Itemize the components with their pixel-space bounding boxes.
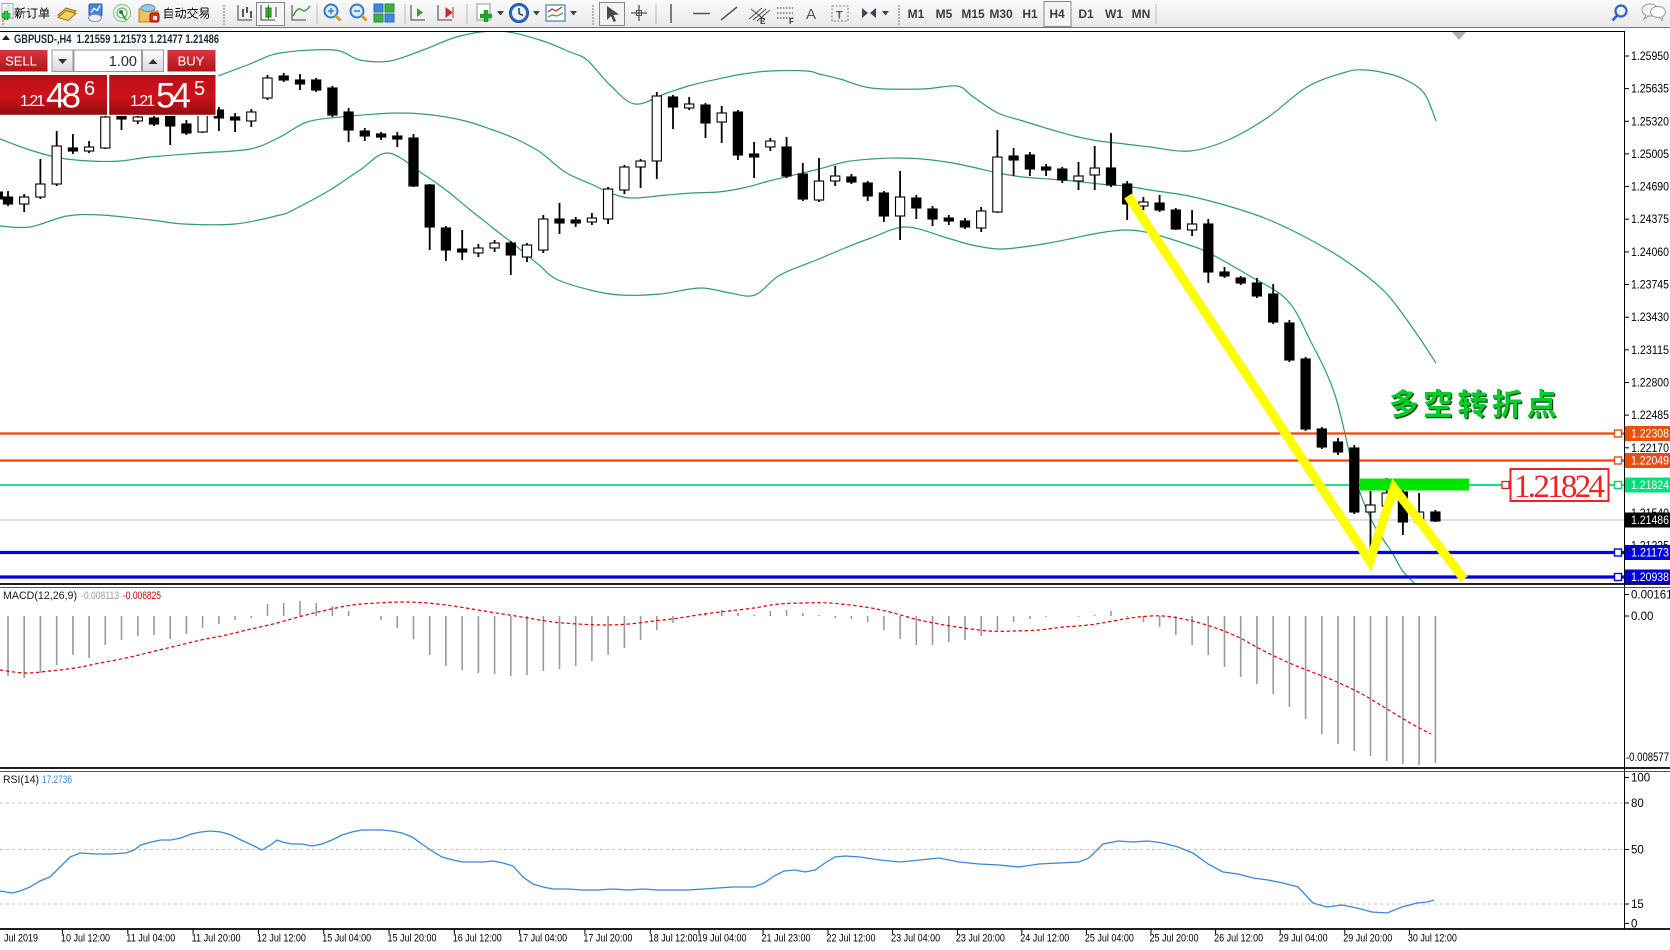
svg-text:12 Jul 12:00: 12 Jul 12:00 bbox=[257, 933, 306, 945]
svg-text:E: E bbox=[760, 17, 766, 26]
svg-text:1.00: 1.00 bbox=[109, 54, 137, 70]
svg-text:1.22800: 1.22800 bbox=[1631, 378, 1669, 390]
svg-text:18 Jul 12:00: 18 Jul 12:00 bbox=[649, 933, 698, 945]
svg-text:-0.008113: -0.008113 bbox=[81, 590, 119, 602]
svg-text:1.24375: 1.24375 bbox=[1631, 214, 1669, 226]
svg-text:23 Jul 20:00: 23 Jul 20:00 bbox=[956, 933, 1005, 945]
svg-text:100: 100 bbox=[1631, 773, 1650, 785]
svg-text:MACD(12,26,9): MACD(12,26,9) bbox=[3, 590, 77, 602]
svg-text:54: 54 bbox=[156, 77, 191, 116]
svg-text:Jul 2019: Jul 2019 bbox=[4, 933, 38, 945]
svg-text:5: 5 bbox=[194, 78, 205, 100]
svg-text:50: 50 bbox=[1631, 845, 1644, 857]
svg-text:25 Jul 04:00: 25 Jul 04:00 bbox=[1085, 933, 1134, 945]
svg-text:24 Jul 12:00: 24 Jul 12:00 bbox=[1020, 933, 1069, 945]
svg-text:1.25005: 1.25005 bbox=[1631, 149, 1669, 161]
svg-text:1.21: 1.21 bbox=[130, 93, 155, 110]
svg-text:H4: H4 bbox=[1049, 7, 1065, 21]
svg-text:RSI(14): RSI(14) bbox=[3, 774, 39, 786]
svg-text:GBPUSD-,H4 1.21559 1.21573 1.: GBPUSD-,H4 1.21559 1.21573 1.21477 1.214… bbox=[14, 34, 219, 46]
svg-text:17 Jul 04:00: 17 Jul 04:00 bbox=[518, 933, 567, 945]
svg-text:0.00: 0.00 bbox=[1631, 611, 1653, 623]
svg-text:26 Jul 12:00: 26 Jul 12:00 bbox=[1214, 933, 1263, 945]
svg-text:0: 0 bbox=[1631, 918, 1637, 930]
svg-text:1.21: 1.21 bbox=[20, 93, 45, 110]
svg-text:1.22170: 1.22170 bbox=[1631, 443, 1669, 455]
svg-text:10 Jul 12:00: 10 Jul 12:00 bbox=[61, 933, 110, 945]
svg-text:16 Jul 12:00: 16 Jul 12:00 bbox=[453, 933, 502, 945]
svg-text:A: A bbox=[806, 6, 816, 23]
svg-text:15 Jul 20:00: 15 Jul 20:00 bbox=[388, 933, 437, 945]
svg-text:H1: H1 bbox=[1022, 7, 1038, 21]
svg-text:1.25320: 1.25320 bbox=[1631, 116, 1669, 128]
svg-text:T: T bbox=[836, 10, 843, 22]
svg-text:17 Jul 20:00: 17 Jul 20:00 bbox=[583, 933, 632, 945]
svg-text:1.22485: 1.22485 bbox=[1631, 410, 1669, 422]
svg-text:MN: MN bbox=[1132, 7, 1151, 21]
svg-text:1.22049: 1.22049 bbox=[1631, 456, 1669, 468]
svg-text:1.21824: 1.21824 bbox=[1514, 469, 1605, 505]
svg-text:1.21824: 1.21824 bbox=[1631, 480, 1670, 492]
svg-text:1.23745: 1.23745 bbox=[1631, 280, 1669, 292]
svg-text:48: 48 bbox=[46, 77, 81, 116]
svg-text:1.24690: 1.24690 bbox=[1631, 182, 1669, 194]
svg-text:M15: M15 bbox=[961, 7, 985, 21]
svg-text:15 Jul 04:00: 15 Jul 04:00 bbox=[322, 933, 371, 945]
svg-text:11 Jul 20:00: 11 Jul 20:00 bbox=[192, 933, 241, 945]
svg-text:0.00161: 0.00161 bbox=[1631, 590, 1670, 602]
svg-text:-0.008577: -0.008577 bbox=[1626, 752, 1669, 764]
svg-text:1.25950: 1.25950 bbox=[1631, 51, 1669, 63]
svg-text:21 Jul 23:00: 21 Jul 23:00 bbox=[762, 933, 811, 945]
svg-text:17.2736: 17.2736 bbox=[42, 774, 72, 786]
svg-text:19 Jul 04:00: 19 Jul 04:00 bbox=[698, 933, 747, 945]
svg-text:23 Jul 04:00: 23 Jul 04:00 bbox=[891, 933, 940, 945]
svg-text:M30: M30 bbox=[989, 7, 1013, 21]
svg-text:29 Jul 20:00: 29 Jul 20:00 bbox=[1343, 933, 1392, 945]
svg-text:1.21173: 1.21173 bbox=[1631, 548, 1669, 560]
svg-text:29 Jul 04:00: 29 Jul 04:00 bbox=[1279, 933, 1328, 945]
svg-text:D1: D1 bbox=[1078, 7, 1094, 21]
svg-text:1.23115: 1.23115 bbox=[1631, 345, 1669, 357]
svg-text:SELL: SELL bbox=[5, 54, 37, 69]
svg-text:22 Jul 12:00: 22 Jul 12:00 bbox=[827, 933, 876, 945]
svg-text:-0.006825: -0.006825 bbox=[123, 590, 161, 602]
svg-text:F: F bbox=[789, 17, 794, 26]
svg-text:1.22308: 1.22308 bbox=[1631, 429, 1669, 441]
svg-text:1.20938: 1.20938 bbox=[1631, 572, 1669, 584]
svg-text:M1: M1 bbox=[908, 7, 925, 21]
svg-text:1.21486: 1.21486 bbox=[1631, 515, 1669, 527]
svg-text:1.24060: 1.24060 bbox=[1631, 247, 1669, 259]
svg-text:1.23430: 1.23430 bbox=[1631, 312, 1669, 324]
svg-text:6: 6 bbox=[84, 78, 95, 100]
svg-text:1.25635: 1.25635 bbox=[1631, 84, 1669, 96]
svg-text:80: 80 bbox=[1631, 798, 1644, 810]
svg-text:11 Jul 04:00: 11 Jul 04:00 bbox=[126, 933, 175, 945]
svg-text:M5: M5 bbox=[936, 7, 953, 21]
svg-text:15: 15 bbox=[1631, 899, 1644, 911]
svg-text:BUY: BUY bbox=[178, 54, 205, 69]
svg-text:25 Jul 20:00: 25 Jul 20:00 bbox=[1150, 933, 1199, 945]
svg-text:W1: W1 bbox=[1105, 7, 1123, 21]
svg-text:30 Jul 12:00: 30 Jul 12:00 bbox=[1408, 933, 1457, 945]
